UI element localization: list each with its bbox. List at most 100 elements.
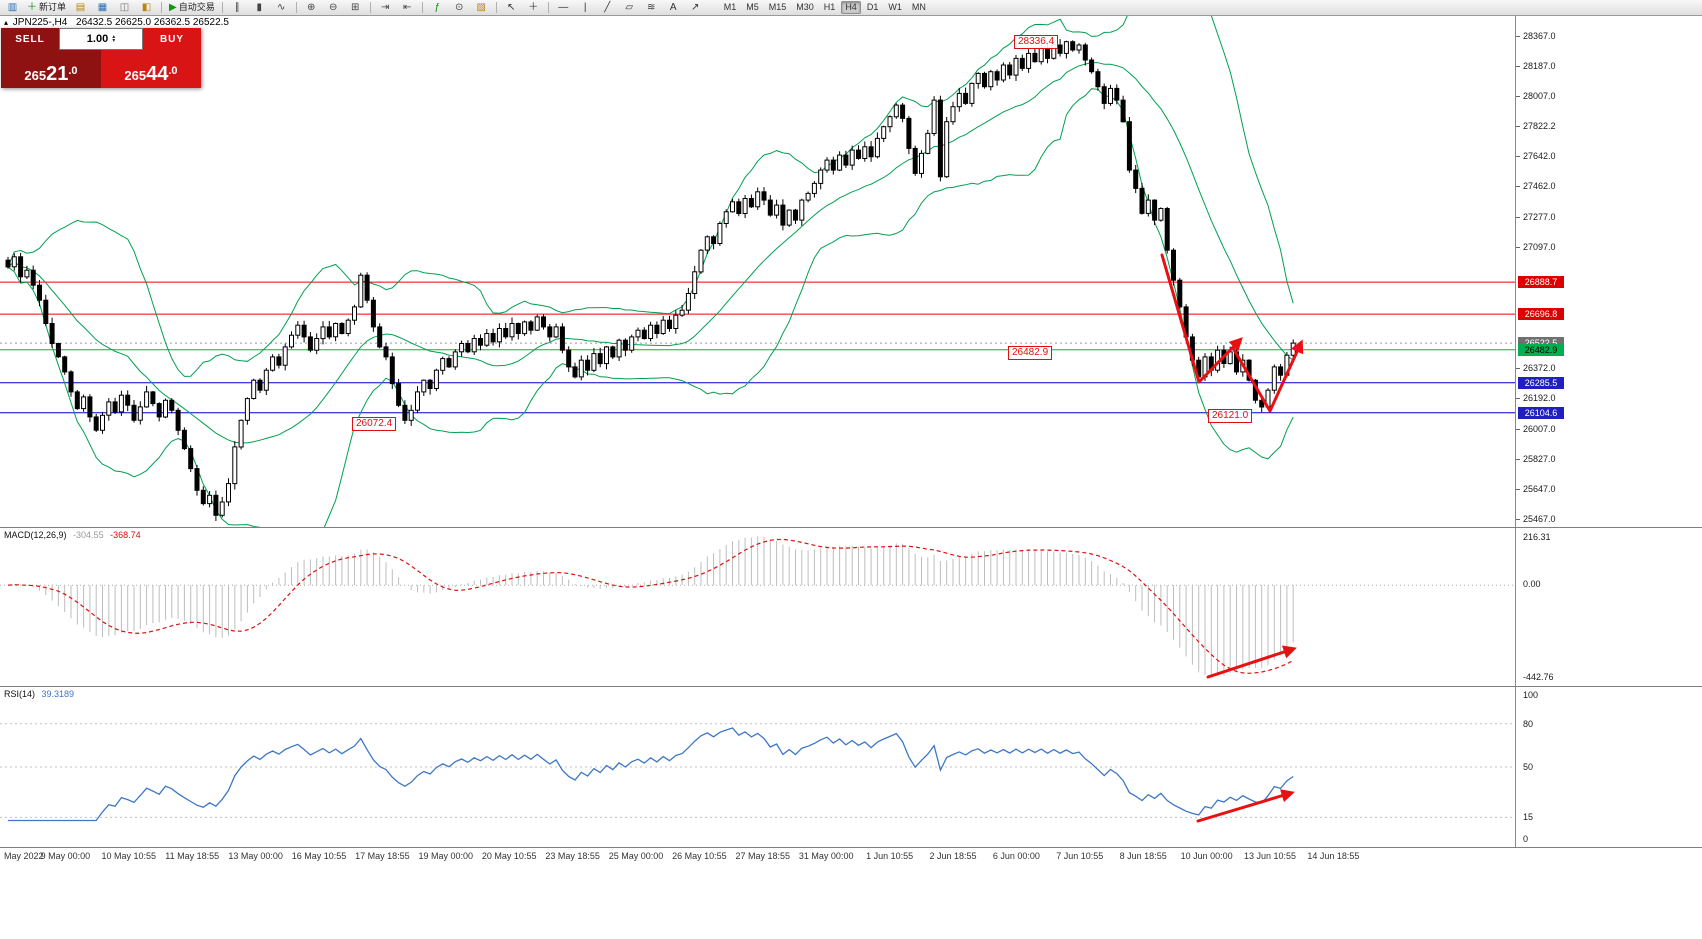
- indicators-icon: ƒ: [434, 1, 441, 13]
- cursor-button[interactable]: ↖: [501, 0, 522, 15]
- macd-axis[interactable]: 216.31 0.00 -442.76: [1515, 528, 1702, 686]
- price-tick-label: 27642.0: [1523, 151, 1556, 162]
- trendline-button[interactable]: ╱: [597, 0, 618, 15]
- market-watch-icon: ▦: [97, 1, 108, 13]
- rsi-tick-label: 50: [1523, 762, 1534, 772]
- time-axis[interactable]: May 2022 9 May 00:00 10 May 10:55 11 May 18…: [0, 848, 1702, 866]
- time-axis-label: 11 May 18:55: [165, 851, 220, 861]
- tile-windows-icon: ⊞: [351, 1, 360, 13]
- rsi-plot[interactable]: [0, 687, 1515, 847]
- main-chart-panel: ▴ JPN225-,H4 26432.5 26625.0 26362.5 265…: [0, 15, 1702, 528]
- crosshair-icon: ＋: [528, 1, 539, 13]
- zoom-out-button[interactable]: ⊖: [323, 0, 344, 15]
- price-tick-mark: [1516, 126, 1520, 128]
- rsi-value: 39.3189: [41, 689, 75, 699]
- horizontal-line-button[interactable]: ―: [553, 0, 574, 15]
- data-window-icon: ◫: [119, 1, 130, 13]
- chart-marker-icon: ▴: [4, 18, 9, 27]
- rsi-tick-label: 0: [1523, 834, 1529, 844]
- timeframe-m15-button[interactable]: M15: [768, 2, 787, 12]
- autotrading-button[interactable]: ▶ 自动交易: [166, 0, 218, 15]
- buy-button[interactable]: BUY: [143, 28, 201, 50]
- timeframe-h4-button[interactable]: H4: [841, 1, 861, 14]
- macd-plot[interactable]: [0, 528, 1515, 686]
- timeframe-m5-button[interactable]: M5: [746, 2, 759, 12]
- buy-price-button[interactable]: 265 44.0: [101, 50, 201, 88]
- channel-button[interactable]: ▱: [619, 0, 640, 15]
- time-axis-label: 6 Jun 00:00: [992, 851, 1040, 861]
- toolbar-separator: [295, 2, 297, 13]
- candlestick-chart-button[interactable]: ▮: [249, 0, 270, 15]
- price-axis[interactable]: 28367.0 28187.0 28007.0 27822.2 27642.0 27462…: [1515, 15, 1702, 527]
- lot-decrease-icon: ▾: [112, 38, 116, 44]
- tile-windows-button[interactable]: ⊞: [345, 0, 366, 15]
- timeframe-m30-button[interactable]: M30: [796, 2, 814, 12]
- data-window-button[interactable]: ◫: [114, 0, 135, 15]
- text-button[interactable]: A: [663, 0, 684, 15]
- price-tick-label: 25827.0: [1523, 454, 1556, 465]
- price-tick-label: 26007.0: [1523, 424, 1556, 435]
- price-tick-mark: [1516, 398, 1520, 400]
- one-click-trading-panel: SELL 1.00 ▴ ▾ BUY 265 21.0 265 44.0: [1, 28, 201, 88]
- vertical-line-button[interactable]: |: [575, 0, 596, 15]
- fibonacci-button[interactable]: ≋: [641, 0, 662, 15]
- toolbar-separator: [221, 2, 223, 13]
- lot-size-value: 1.00: [86, 33, 109, 45]
- chart-profiles-button[interactable]: ▤: [70, 0, 91, 15]
- horizontal-line-icon: ―: [558, 1, 569, 13]
- bar-chart-icon: ∥: [234, 1, 240, 13]
- time-axis-label: 20 May 10:55: [481, 851, 537, 861]
- crosshair-button[interactable]: ＋: [523, 0, 544, 15]
- price-tick-label: 27277.0: [1523, 212, 1556, 223]
- macd-value: -304.55: [73, 530, 104, 540]
- new-chart-icon: ▥: [7, 1, 18, 13]
- lot-spinner[interactable]: ▴ ▾: [112, 34, 116, 44]
- price-tick-label: 27822.2: [1523, 121, 1556, 132]
- trendline-icon: ╱: [604, 1, 611, 13]
- price-tick-label: 27097.0: [1523, 242, 1556, 253]
- timeframe-w1-button[interactable]: W1: [888, 2, 902, 12]
- time-axis-label: 1 Jun 10:55: [866, 851, 914, 861]
- zoom-in-button[interactable]: ⊕: [301, 0, 322, 15]
- vertical-line-icon: |: [583, 1, 587, 13]
- lot-increase-icon: ▴: [112, 34, 116, 40]
- price-annotation[interactable]: 28336.4: [1014, 35, 1059, 49]
- sell-button[interactable]: SELL: [1, 28, 59, 50]
- macd-tick-label: -442.76: [1523, 672, 1554, 682]
- timeframe-m1-button[interactable]: M1: [723, 2, 737, 12]
- new-chart-button[interactable]: ▥: [2, 0, 23, 15]
- time-axis-label: 2 Jun 18:55: [929, 851, 977, 861]
- navigator-button[interactable]: ◧: [136, 0, 157, 15]
- new-order-button[interactable]: ＋新订单: [24, 0, 69, 15]
- chart-ohlc-values: 26432.5 26625.0 26362.5 26522.5: [76, 17, 229, 28]
- lot-size-field[interactable]: 1.00 ▴ ▾: [59, 28, 143, 50]
- time-axis-label: May 2022: [4, 851, 44, 861]
- time-axis-label: 10 Jun 00:00: [1180, 851, 1233, 861]
- timeframe-d1-button[interactable]: D1: [866, 2, 879, 12]
- price-annotation[interactable]: 26072.4: [352, 417, 397, 431]
- sell-price-button[interactable]: 265 21.0: [1, 50, 101, 88]
- price-tick-label: 25467.0: [1523, 514, 1556, 525]
- arrows-button[interactable]: ↗: [685, 0, 706, 15]
- templates-button[interactable]: ▧: [471, 0, 492, 15]
- timeframe-mn-button[interactable]: MN: [911, 2, 926, 12]
- chart-shift-button[interactable]: ⇤: [397, 0, 418, 15]
- timeframe-h1-button[interactable]: H1: [823, 2, 836, 12]
- time-axis-label: 25 May 00:00: [608, 851, 664, 861]
- line-chart-button[interactable]: ∿: [271, 0, 292, 15]
- indicators-button[interactable]: ƒ: [427, 0, 448, 15]
- bar-chart-button[interactable]: ∥: [227, 0, 248, 15]
- price-tick-mark: [1516, 519, 1520, 521]
- market-watch-button[interactable]: ▦: [92, 0, 113, 15]
- toolbar-separator: [495, 2, 497, 13]
- rsi-axis[interactable]: 100 80 50 15 0: [1515, 687, 1702, 847]
- main-chart-plot[interactable]: [0, 15, 1515, 527]
- price-annotation[interactable]: 26482.9: [1008, 346, 1053, 360]
- periods-button[interactable]: ⊙: [449, 0, 470, 15]
- auto-scroll-button[interactable]: ⇥: [375, 0, 396, 15]
- rsi-tick-label: 15: [1523, 812, 1534, 823]
- price-annotation[interactable]: 26121.0: [1208, 409, 1253, 423]
- toolbar-separator: [547, 2, 549, 13]
- chart-shift-icon: ⇤: [403, 1, 412, 13]
- autotrading-icon: ▶: [169, 1, 177, 13]
